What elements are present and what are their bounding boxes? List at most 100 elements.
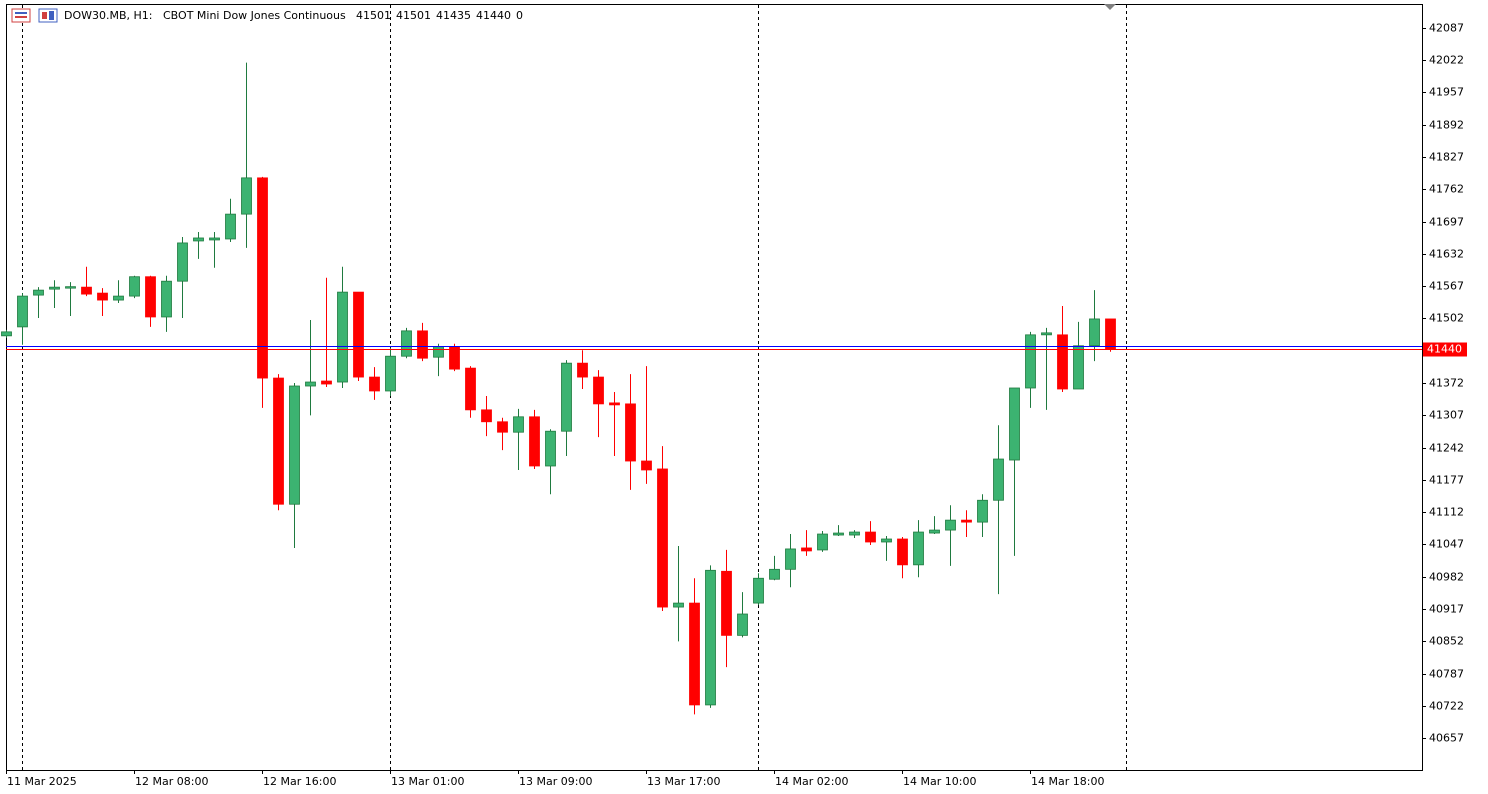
candle-body [209, 237, 220, 241]
y-tick-label: 41762 [1429, 183, 1464, 196]
candle-body [721, 570, 732, 636]
candle-body [497, 421, 508, 433]
y-tick-label: 42022 [1429, 54, 1464, 67]
candle-body [65, 286, 76, 289]
bid-label: 41440 [1427, 343, 1462, 356]
candle-body [1, 331, 12, 337]
y-tick-label: 41892 [1429, 119, 1464, 132]
candle-body [17, 295, 28, 328]
candle-body [257, 177, 268, 379]
candle-body [177, 242, 188, 282]
candle-body [801, 547, 812, 552]
y-tick-label: 41177 [1429, 474, 1464, 487]
candle-body [705, 569, 716, 706]
x-tick-label: 12 Mar 16:00 [263, 775, 336, 788]
candle-body [865, 531, 876, 543]
candle-body [337, 291, 348, 383]
x-tick-label: 11 Mar 2025 [7, 775, 77, 788]
candle-body [689, 602, 700, 706]
candle-body [897, 538, 908, 566]
candle-body [129, 276, 140, 297]
candle-body [641, 460, 652, 471]
x-tick-label: 14 Mar 18:00 [1031, 775, 1104, 788]
candle-body [625, 403, 636, 462]
candle-body [385, 355, 396, 392]
candle-body [737, 613, 748, 636]
candle-body [769, 568, 780, 580]
candle-body [561, 362, 572, 432]
y-tick-label: 41047 [1429, 538, 1464, 551]
candle-body [529, 416, 540, 467]
candle-body [321, 380, 332, 385]
candle-body [545, 430, 556, 467]
candle-body [193, 237, 204, 242]
y-tick-label: 42087 [1429, 22, 1464, 35]
y-tick-label: 41502 [1429, 312, 1464, 325]
candle-body [977, 499, 988, 523]
y-tick-label: 41372 [1429, 377, 1464, 390]
candle-body [945, 519, 956, 531]
y-tick-label: 40722 [1429, 700, 1464, 713]
candle-body [1057, 334, 1068, 390]
candle-body [81, 286, 92, 295]
candle-body [657, 468, 668, 608]
icon-part [42, 12, 47, 19]
candle-body [225, 213, 236, 240]
candle-body [353, 291, 364, 378]
ohlc-low: 41435 [436, 9, 471, 22]
x-tick-label: 12 Mar 08:00 [135, 775, 208, 788]
candle-body [433, 346, 444, 358]
candle-body [305, 381, 316, 387]
candle-body [753, 577, 764, 604]
candle-body [449, 346, 460, 370]
y-tick-label: 41632 [1429, 248, 1464, 261]
candle-body [1105, 318, 1116, 350]
description: CBOT Mini Dow Jones Continuous [163, 9, 346, 22]
y-tick-label: 40657 [1429, 732, 1464, 745]
candle-body [1073, 345, 1084, 390]
candle-body [1025, 334, 1036, 389]
icon[interactable] [38, 8, 58, 23]
x-tick-label: 13 Mar 01:00 [391, 775, 464, 788]
candle-body [33, 289, 44, 296]
candle-body [1041, 332, 1052, 336]
period-separators [22, 5, 1127, 770]
icon[interactable] [11, 8, 31, 23]
plot-frame [6, 4, 1423, 771]
bid-label-box [1423, 342, 1467, 357]
candle-body [929, 529, 940, 534]
candle-body [465, 367, 476, 411]
candle-body [49, 286, 60, 290]
y-tick-label: 40787 [1429, 668, 1464, 681]
candle-body [289, 385, 300, 505]
candle-body [913, 531, 924, 566]
icon-part [15, 12, 27, 14]
candle-body [881, 538, 892, 543]
shift-marker[interactable] [1104, 4, 1116, 10]
x-tick-label: 13 Mar 09:00 [519, 775, 592, 788]
y-tick-label: 41827 [1429, 151, 1464, 164]
spread: 0 [516, 9, 523, 22]
candle-body [577, 362, 588, 378]
y-tick-label: 40917 [1429, 603, 1464, 616]
candle-body [817, 533, 828, 551]
candle-body [1009, 387, 1020, 461]
header-icons [11, 8, 58, 23]
candle-body [609, 402, 620, 406]
candle-body [481, 409, 492, 423]
icon-part [49, 11, 54, 20]
icon-part [15, 16, 27, 18]
y-tick-label: 41567 [1429, 280, 1464, 293]
candle-body [1089, 318, 1100, 347]
y-tick-label: 41957 [1429, 86, 1464, 99]
candle-body [369, 376, 380, 392]
candle-body [673, 602, 684, 608]
x-tick-label: 13 Mar 17:00 [647, 775, 720, 788]
candle-body [273, 377, 284, 505]
y-tick-label: 41112 [1429, 506, 1464, 519]
candle-body [241, 177, 252, 215]
candle-body [785, 548, 796, 570]
candle-body [113, 295, 124, 301]
